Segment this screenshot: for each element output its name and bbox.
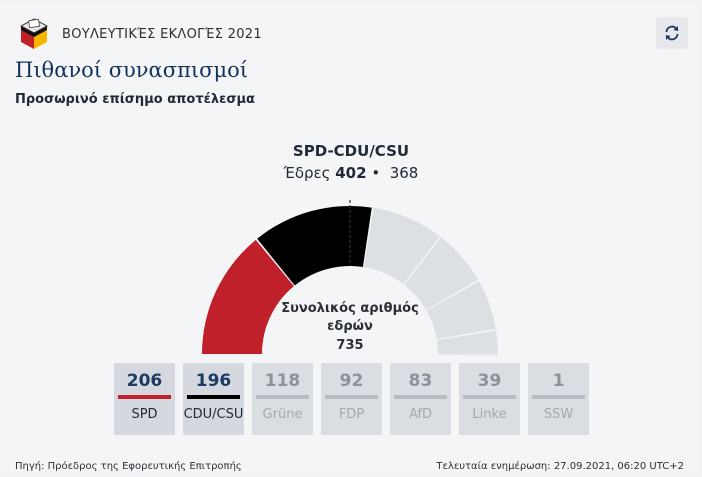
party-seat-count: 83 <box>408 371 433 391</box>
seat-segment-fdp[interactable] <box>404 237 479 310</box>
party-color-bar <box>394 395 447 399</box>
party-tile-ssw[interactable]: 1 SSW <box>528 363 589 435</box>
seat-segment-afd[interactable] <box>426 281 496 340</box>
seat-hemicycle <box>202 200 498 356</box>
party-seat-count: 92 <box>339 371 364 391</box>
party-tile-afd[interactable]: 83 AfD <box>390 363 451 435</box>
seat-segment-cdu-csu[interactable] <box>257 206 372 286</box>
party-name: Grüne <box>262 407 303 422</box>
seat-segment-linke[interactable] <box>436 330 498 354</box>
party-color-bar <box>532 395 585 399</box>
seats-label: Έδρες <box>283 164 331 182</box>
total-seats-value: 735 <box>336 338 364 353</box>
seats-separator: • <box>371 164 381 182</box>
majority-threshold: 368 <box>389 164 419 182</box>
coalition-seat-count: 402 <box>335 164 367 182</box>
party-seat-count: 206 <box>126 371 163 391</box>
party-tile-fdp[interactable]: 92 FDP <box>321 363 382 435</box>
party-name: SSW <box>543 407 574 422</box>
party-tile-linke[interactable]: 39 Linke <box>459 363 520 435</box>
party-seat-count: 118 <box>264 371 301 391</box>
party-color-bar <box>118 395 171 399</box>
refresh-button[interactable] <box>656 17 688 49</box>
header: ΒΟΥΛΕΥΤΙΚΈΣ ΕΚΛΟΓΈΣ 2021 <box>18 16 262 52</box>
party-tiles: 206 SPD 196 CDU/CSU 118 Grüne 92 FDP 83 AfD 39 Link… <box>114 363 589 435</box>
party-seat-count: 196 <box>195 371 232 391</box>
seat-segment-gr-ne[interactable] <box>363 207 440 285</box>
source-note: Πηγή: Πρόεδρος της Εφορευτικής Επιτροπής <box>15 461 242 472</box>
party-name: CDU/CSU <box>183 407 244 422</box>
coalition-seats: Έδρες 402 • 368 <box>4 164 698 182</box>
seat-segment-spd[interactable] <box>202 239 294 354</box>
party-tile-cdu-csu[interactable]: 196 CDU/CSU <box>183 363 244 435</box>
party-color-bar <box>256 395 309 399</box>
party-tile-spd[interactable]: 206 SPD <box>114 363 175 435</box>
party-name: SPD <box>131 407 158 422</box>
refresh-icon <box>665 25 679 41</box>
coalition-name: SPD-CDU/CSU <box>292 142 410 160</box>
party-tile-gr-ne[interactable]: 118 Grüne <box>252 363 313 435</box>
party-color-bar <box>325 395 378 399</box>
party-name: Linke <box>472 407 507 422</box>
party-color-bar <box>463 395 516 399</box>
ballot-box-icon <box>19 18 49 49</box>
seat-segment-ssw[interactable] <box>437 354 498 356</box>
party-name: FDP <box>338 407 365 422</box>
party-seat-count: 39 <box>477 371 502 391</box>
subtitle: Προσωρινό επίσημο αποτέλεσμα <box>15 92 255 107</box>
party-seat-count: 1 <box>552 371 565 391</box>
last-updated: Τελευταία ενημέρωση: 27.09.2021, 06:20 U… <box>436 461 684 472</box>
election-title: ΒΟΥΛΕΥΤΙΚΈΣ ΕΚΛΟΓΈΣ 2021 <box>62 26 262 42</box>
page-title: Πιθανοί συνασπισμοί <box>15 58 248 82</box>
party-color-bar <box>187 395 240 399</box>
party-name: AfD <box>408 407 433 422</box>
election-card: ΒΟΥΛΕΥΤΙΚΈΣ ΕΚΛΟΓΈΣ 2021 Πιθανοί συνασπι… <box>4 4 698 473</box>
total-seats-label: Συνολικός αριθμός εδρών <box>281 301 419 334</box>
